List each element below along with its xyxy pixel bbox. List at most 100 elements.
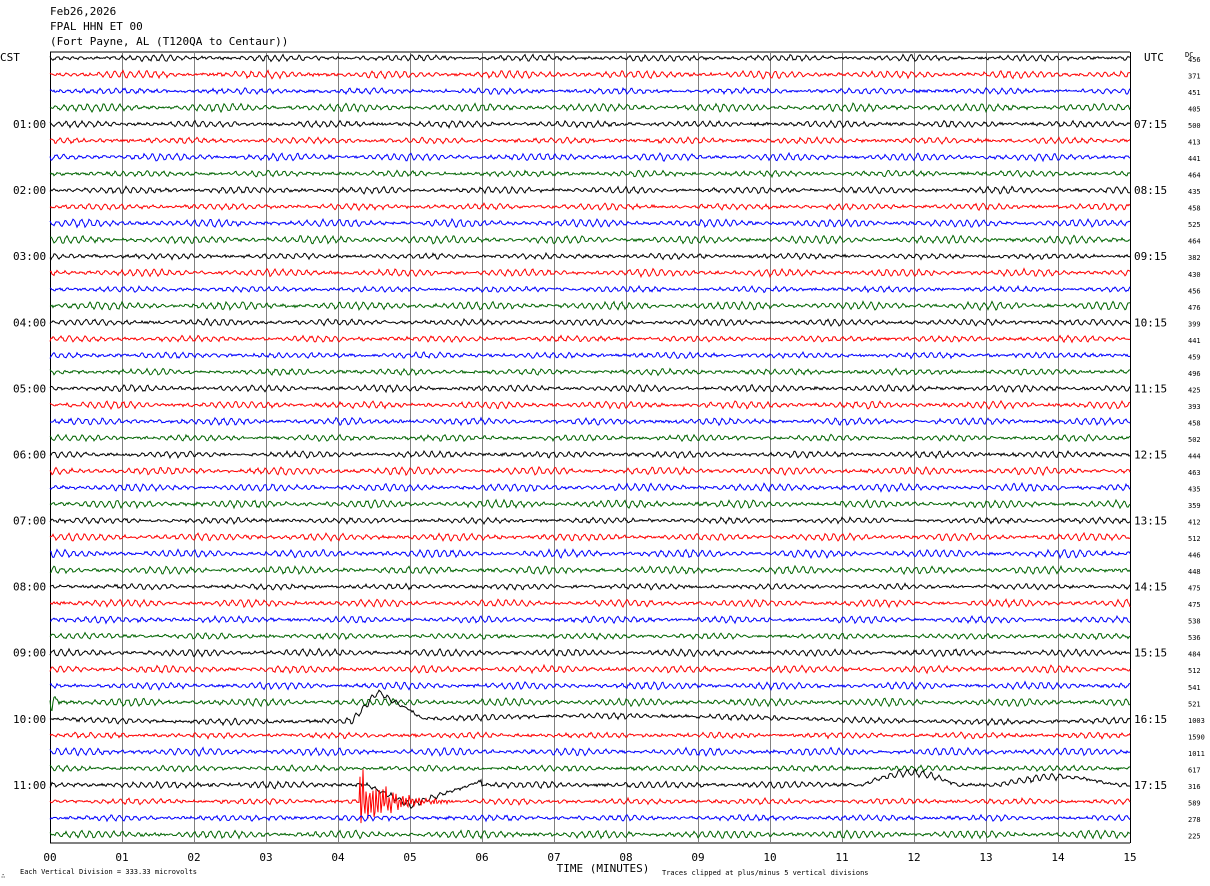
- dc-offset-label: 464: [1188, 172, 1201, 180]
- trace-line: [49, 69, 1131, 80]
- dc-offset-label: 521: [1188, 700, 1201, 708]
- dc-offset-label: 458: [1188, 419, 1201, 427]
- dc-offset-label: 541: [1188, 684, 1201, 692]
- dc-offset-label: 441: [1188, 337, 1201, 345]
- left-hour-label: 01:00: [13, 118, 46, 131]
- x-axis-label: TIME (MINUTES): [557, 862, 650, 875]
- right-hour-label: 13:15: [1134, 515, 1167, 528]
- right-hour-label: 07:15: [1134, 118, 1167, 131]
- trace-line: [49, 531, 1131, 543]
- clip-note: Traces clipped at plus/minus 5 vertical …: [662, 869, 869, 877]
- dc-offset-label: 413: [1188, 139, 1201, 147]
- left-hour-label: 06:00: [13, 448, 46, 461]
- trace-line: [49, 689, 1131, 727]
- right-hour-label: 16:15: [1134, 713, 1167, 726]
- trace-line: [49, 631, 1131, 641]
- dc-offset-label: 446: [1188, 552, 1201, 560]
- x-tick-label: 13: [979, 851, 992, 864]
- trace-line: [49, 548, 1131, 560]
- dc-offset-label: 500: [1188, 122, 1201, 130]
- dc-offset-label: 496: [1188, 370, 1201, 378]
- trace-line: [49, 768, 1131, 809]
- trace-line: [49, 582, 1131, 591]
- left-hour-label: 02:00: [13, 184, 46, 197]
- dc-offset-label: 448: [1188, 568, 1201, 576]
- dc-offset-label: 1011: [1188, 750, 1205, 758]
- x-tick-label: 10: [763, 851, 776, 864]
- trace-line: [49, 516, 1131, 526]
- left-hour-label: 11:00: [13, 779, 46, 792]
- dc-offset-label: 278: [1188, 816, 1201, 824]
- trace-line: [49, 481, 1131, 493]
- dc-offset-label: 316: [1188, 783, 1201, 791]
- trace-line: [49, 813, 1131, 823]
- dc-offset-label: 617: [1188, 766, 1201, 774]
- right-timezone-label: UTC: [1144, 51, 1164, 64]
- dc-offset-label: 484: [1188, 651, 1201, 659]
- right-hour-label: 15:15: [1134, 647, 1167, 660]
- trace-line: [49, 267, 1131, 279]
- dc-offset-label: 476: [1188, 304, 1201, 312]
- dc-offset-label: 475: [1188, 585, 1201, 593]
- dc-offset-label: 512: [1188, 667, 1201, 675]
- right-hour-label: 09:15: [1134, 250, 1167, 263]
- trace-line: [49, 564, 1131, 576]
- trace-line: [49, 433, 1131, 443]
- left-timezone-label: CST: [0, 51, 20, 64]
- trace-line: [49, 614, 1131, 625]
- trace-line: [49, 102, 1131, 114]
- trace-line: [49, 151, 1131, 163]
- dc-offset-label: 359: [1188, 502, 1201, 510]
- x-tick-label: 14: [1051, 851, 1065, 864]
- left-hour-label: 08:00: [13, 581, 46, 594]
- scale-note: Each Vertical Division = 333.33 microvol…: [20, 868, 197, 876]
- trace-line: [49, 383, 1131, 394]
- dc-offset-label: 1590: [1188, 733, 1205, 741]
- dc-offset-label: 456: [1188, 287, 1201, 295]
- trace-line: [49, 334, 1131, 344]
- trace-line: [49, 769, 1131, 824]
- trace-line: [49, 597, 1131, 609]
- dc-offset-label: 463: [1188, 469, 1201, 477]
- dc-offset-label: 525: [1188, 221, 1201, 229]
- trace-line: [49, 317, 1130, 327]
- x-tick-label: 09: [691, 851, 704, 864]
- left-hour-label: 10:00: [13, 713, 46, 726]
- dc-offset-label: 451: [1188, 89, 1201, 97]
- left-hour-label: 05:00: [13, 382, 46, 395]
- x-tick-label: 12: [907, 851, 920, 864]
- trace-line: [49, 185, 1131, 195]
- dc-offset-label: 538: [1188, 618, 1201, 626]
- trace-line: [49, 136, 1131, 145]
- dc-offset-label: 536: [1188, 634, 1201, 642]
- right-hour-label: 10:15: [1134, 316, 1167, 329]
- dc-label: DC: [1185, 51, 1193, 59]
- dc-offset-label: 435: [1188, 188, 1201, 196]
- trace-line: [49, 284, 1131, 294]
- trace-line: [49, 53, 1131, 63]
- dc-offset-label: 464: [1188, 238, 1201, 246]
- dc-offset-label: 382: [1188, 254, 1201, 262]
- trace-line: [49, 764, 1131, 773]
- trace-line: [49, 416, 1131, 427]
- left-hour-label: 07:00: [13, 515, 46, 528]
- dc-offset-label: 412: [1188, 519, 1201, 527]
- left-hour-label: 03:00: [13, 250, 46, 263]
- header-location: (Fort Payne, AL (T120QA to Centaur)): [50, 35, 289, 48]
- trace-line: [49, 498, 1131, 510]
- dc-offset-label: 459: [1188, 353, 1201, 361]
- dc-offset-label: 399: [1188, 320, 1201, 328]
- dc-offset-label: 441: [1188, 155, 1201, 163]
- trace-line: [49, 202, 1131, 212]
- x-tick-label: 06: [475, 851, 488, 864]
- trace-line: [49, 695, 1131, 712]
- trace-line: [49, 234, 1131, 246]
- x-tick-label: 04: [331, 851, 345, 864]
- dc-offset-label: 456: [1188, 56, 1201, 64]
- trace-line: [49, 300, 1131, 311]
- dc-offset-label: 1003: [1188, 717, 1205, 725]
- x-tick-label: 15: [1123, 851, 1136, 864]
- dc-offset-label: 589: [1188, 799, 1201, 807]
- x-tick-label: 02: [187, 851, 200, 864]
- dc-offset-label: 435: [1188, 486, 1201, 494]
